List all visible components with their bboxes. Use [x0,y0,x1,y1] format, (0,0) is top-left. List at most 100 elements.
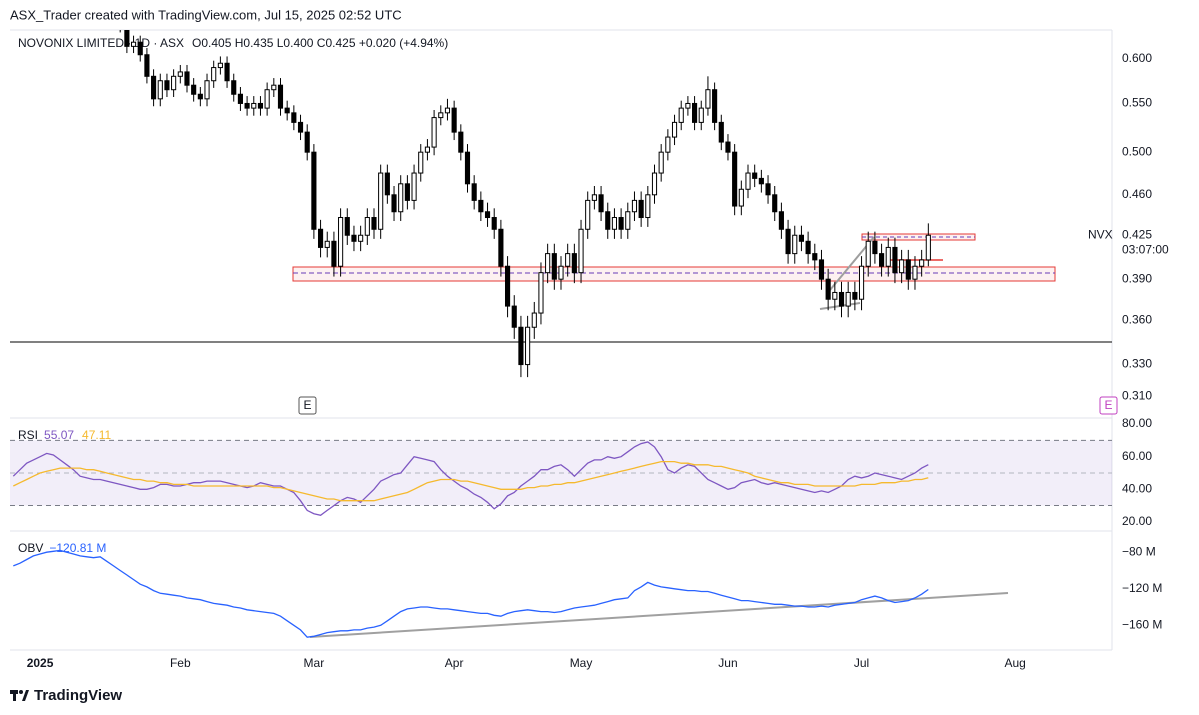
candle-body [398,183,404,213]
candle-body [458,131,464,153]
ohlc-legend: O0.405 H0.435 L0.400 C0.425 +0.020 (+4.9… [192,36,448,50]
header-title: ASX_Trader created with TradingView.com,… [10,7,402,22]
candle-body [171,75,177,91]
candle-body [598,194,604,213]
y-tick-label: 20.00 [1122,514,1152,528]
indicator-value: 47.11 [82,428,111,442]
candle-body [358,234,364,242]
candle-body [545,253,551,274]
x-tick-label: Mar [304,656,325,670]
candle-body [130,41,137,47]
candle-body [838,291,845,307]
indicator-value: 55.07 [44,428,74,442]
candle-body [217,62,223,69]
candle-body [892,246,898,274]
candle-body [244,102,250,109]
candle-body [865,240,871,267]
event-label[interactable]: E [1104,398,1112,412]
candle-body [364,217,370,236]
candle-body [645,194,651,219]
candle-body [618,217,624,230]
y-tick-label: −120 M [1122,581,1162,595]
candle-body [578,228,584,274]
candle-body [404,183,410,201]
x-tick-label: May [570,656,593,670]
candle-body [504,265,511,307]
candle-body [264,89,270,109]
candle-body [391,194,397,213]
candle-body [565,253,571,267]
x-tick-label: Aug [1004,656,1025,670]
candle-body [191,84,197,95]
candle-body [899,259,905,274]
candle-body [525,326,531,366]
candle-body [845,291,851,307]
indicator-line [13,549,929,638]
candle-body [858,265,865,300]
candle-body [658,151,664,174]
candle-body [919,259,925,267]
event-marker[interactable] [1099,396,1118,415]
candle-body [344,217,350,236]
candle-body [752,172,758,179]
candle-body [678,107,684,123]
last-price-label: 0.425 [1122,227,1152,241]
candle-body [498,228,504,267]
candle-body [551,253,557,280]
candle-body [257,102,264,109]
candle-body [211,67,217,82]
candle-body [418,151,424,174]
candle-body [698,107,704,123]
candles [119,30,931,378]
candle-body [478,199,484,213]
candle-body [805,240,811,255]
candle-body [912,265,918,280]
candle-body [324,240,330,248]
candle-body [772,194,778,213]
candle-body [665,136,671,153]
candle-body [818,259,825,280]
candle-body [558,265,564,280]
y-tick-label: 0.550 [1122,96,1152,110]
candle-body [905,259,911,280]
candle-body [705,89,711,109]
countdown-label: 03:07:00 [1122,242,1169,256]
candle-body [785,228,791,255]
candle-body [137,41,143,56]
candle-body [925,234,931,261]
y-tick-label: 0.390 [1122,271,1152,285]
candle-body [471,183,477,201]
y-tick-label: 0.310 [1122,389,1152,403]
candle-body [725,141,731,153]
candle-body [291,112,297,123]
candle-body [484,211,491,219]
candle-body [651,172,658,196]
candle-body [778,211,784,230]
candle-body [277,84,284,109]
candle-body [184,71,190,86]
candle-body [177,71,183,77]
candle-body [197,93,203,100]
candle-body [144,54,150,77]
candle-body [438,112,444,119]
candle-body [317,228,324,248]
candle-body [585,199,591,230]
candle-body [538,272,544,314]
indicator-title: RSI [18,428,38,442]
candle-body [124,30,130,47]
candle-body [444,107,451,114]
candle-body [204,80,210,100]
candle-body [531,312,537,328]
candle-body [384,172,390,196]
y-tick-label: 80.00 [1122,416,1152,430]
candle-body [338,217,344,267]
candle-body [271,84,277,91]
candle-body [611,217,618,230]
candle-body [718,121,724,143]
event-marker[interactable] [298,396,317,415]
candle-body [832,291,838,300]
event-label[interactable]: E [303,398,311,412]
candle-body [765,183,771,196]
